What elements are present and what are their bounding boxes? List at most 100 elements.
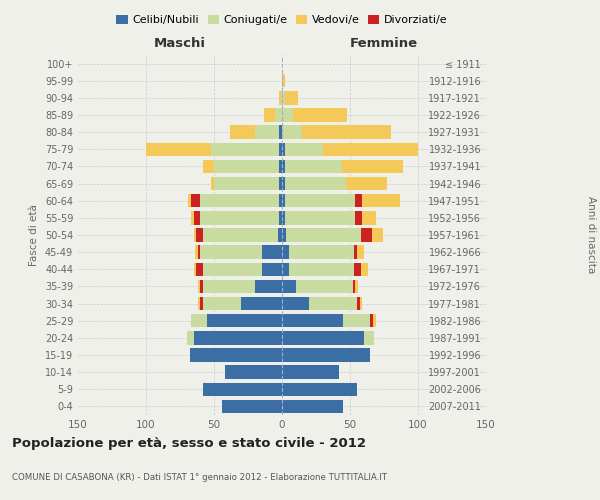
Bar (282, 211, 285, 224)
Bar (373, 314, 376, 328)
Bar (211, 177, 214, 190)
Bar (355, 280, 358, 293)
Bar (282, 400, 343, 413)
Bar (282, 91, 285, 104)
Bar (282, 74, 285, 88)
Bar (282, 246, 289, 259)
Bar (357, 297, 359, 310)
Bar (282, 126, 302, 139)
Text: COMUNE DI CASABONA (KR) - Dati ISTAT 1° gennaio 2012 - Elaborazione TUTTITALIA.I: COMUNE DI CASABONA (KR) - Dati ISTAT 1° … (12, 473, 387, 482)
Bar (214, 177, 279, 190)
Y-axis label: Fasce di età: Fasce di età (29, 204, 39, 266)
Bar (197, 246, 200, 259)
Bar (302, 126, 391, 139)
Bar (282, 280, 296, 293)
Bar (372, 228, 383, 241)
Bar (285, 194, 355, 207)
Bar (343, 314, 370, 328)
Bar (286, 228, 361, 241)
Bar (361, 262, 368, 276)
Bar (279, 177, 282, 190)
Bar (346, 177, 387, 190)
Bar (289, 246, 354, 259)
Bar (282, 142, 285, 156)
Bar (191, 194, 200, 207)
Bar (285, 160, 342, 173)
Bar (282, 314, 343, 328)
Bar (285, 211, 355, 224)
Bar (355, 194, 362, 207)
Bar (282, 160, 285, 173)
Legend: Celibi/Nubili, Coniugati/e, Vedovi/e, Divorziati/e: Celibi/Nubili, Coniugati/e, Vedovi/e, Di… (112, 10, 452, 30)
Bar (203, 297, 241, 310)
Bar (282, 297, 309, 310)
Bar (279, 160, 282, 173)
Bar (200, 246, 262, 259)
Bar (296, 280, 353, 293)
Bar (188, 194, 191, 207)
Bar (357, 246, 364, 259)
Bar (282, 194, 285, 207)
Bar (197, 297, 200, 310)
Bar (282, 348, 370, 362)
Bar (194, 228, 196, 241)
Bar (255, 126, 279, 139)
Text: Maschi: Maschi (154, 37, 206, 50)
Bar (196, 228, 203, 241)
Bar (191, 314, 207, 328)
Bar (285, 142, 323, 156)
Bar (255, 280, 282, 293)
Bar (279, 194, 282, 207)
Bar (203, 262, 262, 276)
Bar (200, 194, 279, 207)
Bar (370, 314, 373, 328)
Bar (200, 297, 203, 310)
Bar (194, 262, 196, 276)
Bar (214, 160, 279, 173)
Bar (265, 108, 275, 122)
Bar (194, 331, 282, 344)
Bar (203, 228, 278, 241)
Bar (196, 262, 203, 276)
Bar (203, 280, 255, 293)
Bar (323, 142, 418, 156)
Bar (230, 126, 255, 139)
Bar (362, 211, 376, 224)
Bar (241, 297, 282, 310)
Bar (362, 194, 400, 207)
Bar (195, 246, 197, 259)
Bar (359, 297, 362, 310)
Bar (289, 262, 354, 276)
Bar (279, 126, 282, 139)
Bar (293, 108, 347, 122)
Bar (187, 331, 194, 344)
Bar (364, 331, 374, 344)
Bar (278, 228, 282, 241)
Bar (282, 366, 339, 379)
Bar (282, 331, 364, 344)
Bar (282, 382, 357, 396)
Bar (282, 228, 286, 241)
Bar (361, 228, 372, 241)
Bar (194, 211, 200, 224)
Bar (279, 211, 282, 224)
Bar (342, 160, 403, 173)
Bar (262, 262, 282, 276)
Bar (190, 348, 282, 362)
Text: Popolazione per età, sesso e stato civile - 2012: Popolazione per età, sesso e stato civil… (12, 438, 366, 450)
Bar (203, 160, 214, 173)
Bar (279, 91, 281, 104)
Bar (281, 91, 282, 104)
Bar (282, 108, 293, 122)
Bar (262, 246, 282, 259)
Bar (282, 177, 285, 190)
Bar (197, 280, 200, 293)
Bar (354, 246, 357, 259)
Bar (309, 297, 357, 310)
Bar (353, 280, 355, 293)
Text: Anni di nascita: Anni di nascita (586, 196, 596, 274)
Bar (275, 108, 282, 122)
Bar (207, 314, 282, 328)
Text: Femmine: Femmine (350, 37, 418, 50)
Bar (285, 177, 346, 190)
